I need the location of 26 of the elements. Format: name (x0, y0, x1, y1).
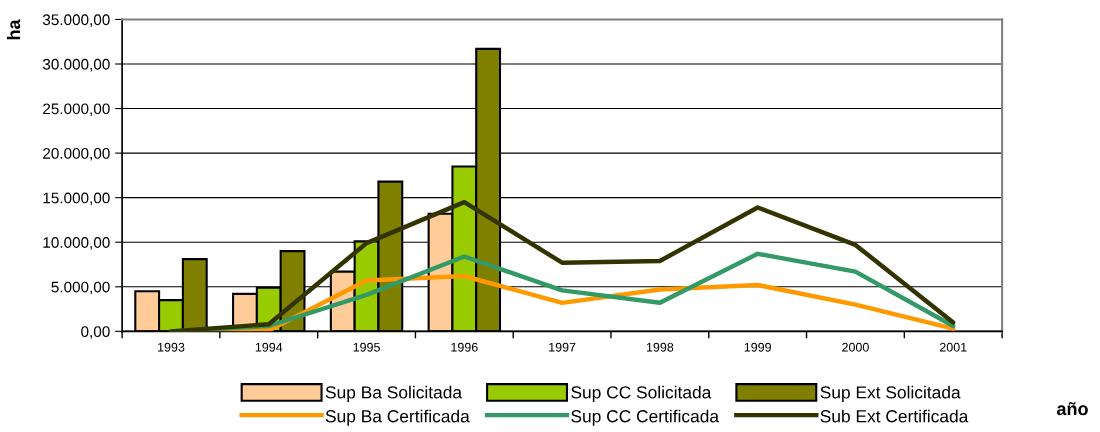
y-tick-label: 35.000,00 (42, 14, 110, 27)
legend-label: Sup Ba Certificada (325, 409, 470, 426)
legend-label: Sup CC Certificada (571, 409, 720, 426)
x-tick-label: 1997 (549, 342, 576, 352)
y-tick-label: 5.000,00 (51, 281, 110, 295)
x-tick-label: 1995 (353, 342, 380, 352)
x-tick-label: 1999 (744, 342, 771, 352)
y-tick-label: 30.000,00 (42, 58, 110, 72)
x-axis-title: año (1056, 402, 1088, 416)
y-tick-label: 15.000,00 (43, 192, 110, 206)
x-tick-label: 2000 (842, 342, 869, 352)
x-tick-label: 2001 (939, 342, 967, 352)
y-tick-label: 25.000,00 (43, 103, 110, 117)
y-tick-label: 20.000,00 (43, 147, 110, 161)
y-tick-label: 0,00 (81, 326, 110, 339)
x-tick-label: 1998 (646, 342, 674, 352)
line-series (168, 199, 956, 332)
legend-label: Sub Ext Certificada (820, 409, 969, 423)
y-tick-label: 10.000,00 (43, 237, 110, 250)
legend-label: Sup Ba Solicitada (325, 385, 463, 402)
y-axis-title: ha (6, 19, 21, 40)
legend-label: Sup CC Solicitada (571, 385, 712, 402)
x-tick-label: 1994 (255, 342, 283, 352)
x-tick-label: 1993 (158, 342, 185, 352)
legend-label: Sup Ext Solicitada (820, 385, 961, 402)
x-tick-label: 1996 (451, 342, 478, 352)
